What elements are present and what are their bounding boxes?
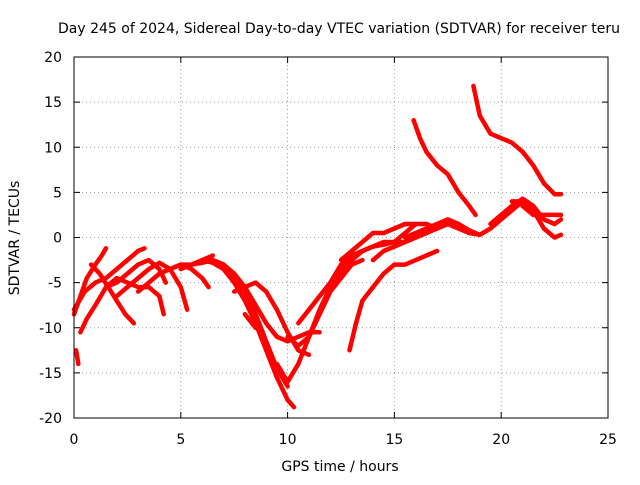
- series-track-16: [285, 257, 365, 349]
- y-tick-label: -5: [48, 276, 62, 292]
- y-tick-label: 10: [44, 140, 62, 156]
- x-axis-label: GPS time / hours: [281, 459, 398, 475]
- series-track-2: [71, 246, 147, 312]
- series-track-19: [338, 221, 440, 263]
- x-tick-label: 15: [385, 432, 403, 448]
- series-track-12: [210, 257, 322, 344]
- series-track-6: [103, 257, 169, 290]
- series-track-10: [178, 257, 290, 389]
- series-track-11: [199, 257, 297, 410]
- y-tick-label: 15: [44, 95, 62, 111]
- series-layer: [71, 83, 564, 410]
- y-tick-label: -20: [39, 411, 62, 427]
- series-track-27: [520, 203, 564, 218]
- series-track-5: [88, 262, 137, 326]
- series-track-22: [402, 217, 483, 240]
- series-track-7: [114, 260, 190, 312]
- series-track-18: [328, 221, 419, 285]
- x-tick-label: 0: [70, 432, 79, 448]
- x-tick-label: 5: [176, 432, 185, 448]
- series-track-25: [488, 196, 564, 227]
- y-tick-label: -15: [39, 366, 62, 382]
- series-track-23: [411, 117, 478, 218]
- x-tick-label: 20: [492, 432, 510, 448]
- series-track-20: [347, 248, 440, 353]
- series-track-13: [231, 280, 312, 358]
- y-tick-label: -10: [39, 321, 62, 337]
- tick-label-layer: 0 5 10 15 20 25 -20 -15 -10 -5 0 5 10 15 20: [39, 50, 617, 448]
- y-tick-label: 20: [44, 50, 62, 66]
- series-track-24: [471, 83, 564, 197]
- y-tick-label: 5: [53, 185, 62, 201]
- series-track-26: [509, 199, 564, 240]
- y-axis-label: SDTVAR / TECUs: [7, 181, 23, 296]
- chart-title: Day 245 of 2024, Sidereal Day-to-day VTE…: [58, 21, 620, 37]
- series-track-14: [242, 311, 258, 331]
- x-tick-label: 10: [279, 432, 297, 448]
- series-track-4: [73, 348, 81, 367]
- y-tick-label: 0: [53, 231, 62, 247]
- grid-layer: [74, 57, 608, 418]
- x-tick-label: 25: [599, 432, 617, 448]
- tick-layer: [73, 56, 609, 419]
- series-track-21: [370, 199, 525, 263]
